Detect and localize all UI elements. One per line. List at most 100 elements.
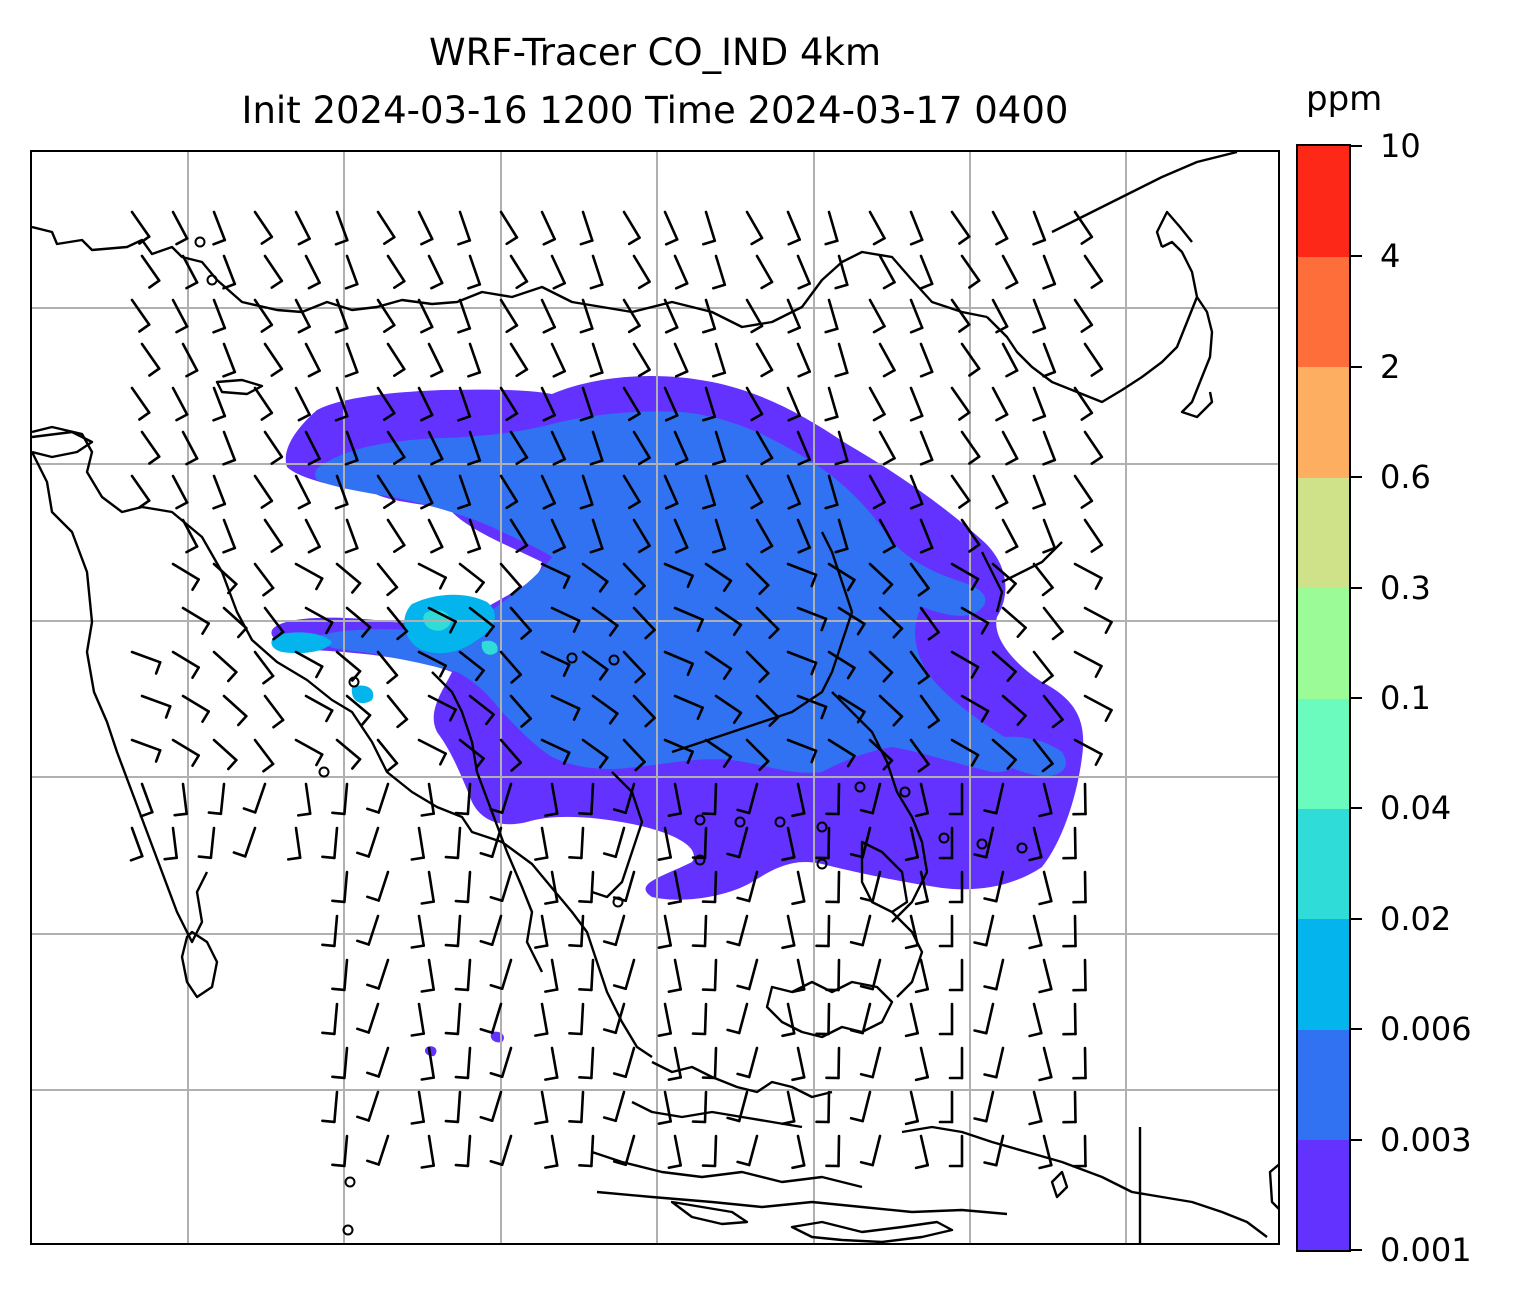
wind-barb-flag [612,808,628,815]
wind-barb-shaft [253,210,274,239]
wind-barb-269 [427,694,458,722]
tracer-region-10 [481,640,498,655]
wind-barb-shaft [1073,386,1094,415]
wind-barb-shaft [622,386,641,416]
wind-barb-179 [589,518,604,554]
wind-barb-flag [995,325,1009,334]
wind-barb-flag [1051,718,1064,729]
wind-barb-flag [634,760,646,772]
wind-barb-shaft [333,826,339,860]
wind-barb-flag [846,754,856,768]
coastline-segment-9 [180,930,219,999]
wind-barb-shaft [614,1002,626,1035]
wind-barb-flag [392,455,406,466]
wind-barb-shaft [499,562,523,588]
wind-barb-flag [420,1164,436,1169]
wind-barb-shaft [263,430,284,459]
wind-barb-shaft [456,914,462,948]
wind-barb-111 [701,386,717,422]
wind-barb-140 [919,430,934,466]
wind-barb-200 [499,562,523,596]
wind-barb-flag [711,459,727,466]
wind-barb-shaft [499,650,523,676]
wind-barb-345 [568,826,585,860]
wind-barb-flag [1038,1075,1053,1082]
wind-barb-153 [457,474,472,510]
wind-barb-289 [253,738,275,773]
wind-barb-flag [138,323,151,333]
wind-barb-shaft [468,342,482,374]
wind-barb-333 [1072,782,1087,816]
wind-barb-flag [667,1164,683,1170]
wind-barb-282 [960,694,990,723]
wind-barb-219 [345,606,372,638]
wind-barb-flag [602,1116,618,1123]
coastline-segment-27 [1268,1163,1278,1210]
wind-barb-shaft [786,738,818,753]
wind-barb-shaft [827,1090,831,1124]
wind-barb-flag [612,1072,628,1079]
wind-barb-shaft [304,342,321,372]
wind-barb-470 [1028,1090,1043,1126]
wind-barb-shaft [673,1134,683,1167]
wind-barb-shaft [714,342,727,374]
wind-barb-117 [950,386,971,421]
wind-barb-243 [335,650,362,682]
wind-barb-4 [253,210,274,245]
wind-barb-flag [489,807,504,815]
wind-barb-460 [602,1090,626,1123]
wind-barb-390 [849,914,872,947]
wind-barb-flag [726,852,741,859]
wind-barb-flag [457,503,472,510]
wind-barb-438 [489,1046,513,1079]
wind-barb-shaft [427,1046,436,1079]
wind-barb-flag [227,758,238,771]
wind-barb-shaft [1083,518,1104,547]
wind-barb-68 [909,298,924,334]
wind-barb-flag [1041,674,1054,685]
wind-barb-294 [458,738,485,770]
wind-barb-flag [980,621,990,635]
wind-barb-shaft [861,826,872,859]
wind-barb-86 [673,342,689,378]
wind-barb-shaft [509,518,529,547]
wind-barb-165 [950,474,971,509]
wind-barb-shaft [827,650,856,670]
wind-barb-flag [760,456,774,466]
wind-barb-shaft [837,782,841,816]
wind-barb-flag [297,501,311,510]
wind-barb-flag [382,499,396,510]
wind-barb-flag [307,545,321,554]
calm-wind-circle-16 [854,781,866,793]
wind-barb-422 [602,1002,626,1035]
wind-barb-flag [791,811,806,818]
wind-barb-flag [849,1116,865,1123]
wind-barb-shaft [991,298,1009,328]
wind-barb-flag [262,674,275,685]
wind-barb-469 [973,1090,995,1123]
wind-barb-shaft [500,1134,513,1167]
wind-barb-60 [579,298,594,334]
wind-barb-shaft [458,738,485,760]
wind-barb-249 [581,650,609,681]
wind-barb-shaft [253,298,274,327]
wind-barb-74 [181,342,199,378]
wind-barb-shaft [827,826,831,860]
wind-barb-314 [296,782,312,817]
wind-barb-shaft [796,430,812,461]
wind-barb-shaft [673,870,683,903]
wind-barb-flag [797,282,812,290]
wind-barb-shaft [171,562,200,581]
wind-barb-shaft [500,1046,513,1079]
wind-barb-flag [307,457,321,466]
calm-wind-circle-12 [774,816,786,828]
wind-barb-430 [938,1002,954,1036]
wind-barb-98 [171,386,189,422]
wind-barb-398 [420,958,436,993]
wind-barb-shaft [540,650,571,667]
wind-barb-shaft [663,914,673,947]
wind-barb-24 [1073,210,1094,245]
wind-barb-32 [427,254,444,290]
coastline-segment-7 [32,425,558,895]
wind-barb-shaft [796,606,828,621]
